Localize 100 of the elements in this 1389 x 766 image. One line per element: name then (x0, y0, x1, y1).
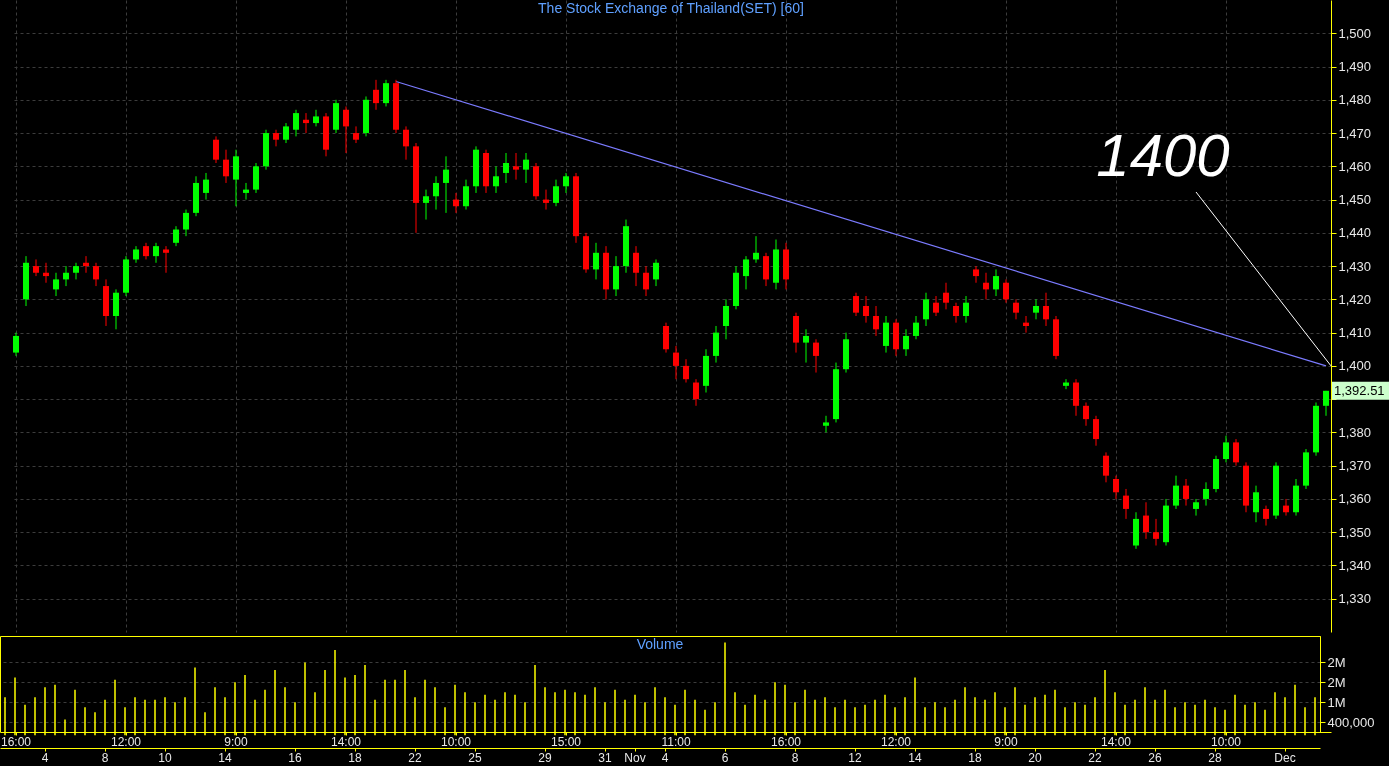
candlestick (13, 332, 19, 357)
candlestick (753, 235, 759, 264)
candlestick (383, 79, 389, 107)
candlestick (163, 245, 169, 274)
candlestick (203, 172, 209, 201)
x-tick-label: 22 (1088, 750, 1102, 765)
chart-title: The Stock Exchange of Thailand(SET) [60] (538, 0, 804, 16)
candlestick (273, 129, 279, 147)
candlestick (443, 155, 449, 214)
x-tick-label: 18 (968, 750, 982, 765)
candlestick (1043, 292, 1049, 327)
candlestick (33, 258, 39, 277)
candlestick (1173, 475, 1179, 510)
x-tick-label: 4 (41, 750, 49, 765)
x-tick-label: 15:00 (550, 734, 582, 749)
candlestick (283, 122, 289, 144)
x-tick-label: 10 (158, 750, 172, 765)
candlestick (153, 242, 159, 264)
candlestick (403, 125, 409, 161)
candlestick (113, 288, 119, 330)
candlestick (813, 338, 819, 374)
x-tick-label: 9:00 (224, 734, 248, 749)
y-tick-label: 2M (1327, 674, 1346, 690)
candlestick (613, 255, 619, 297)
candlestick (353, 125, 359, 144)
y-tick-label: 1,430 (1338, 258, 1372, 274)
candlestick (513, 152, 519, 181)
y-tick-label: 1,500 (1338, 25, 1372, 41)
candlestick (233, 149, 239, 207)
candlestick (373, 79, 379, 111)
candlestick (1233, 438, 1239, 467)
x-tick-label: 16 (288, 750, 302, 765)
candlestick (293, 109, 299, 137)
y-tick-label: 1,340 (1338, 557, 1372, 573)
candlestick (1083, 401, 1089, 427)
chart-title: Volume (636, 636, 684, 652)
y-tick-label: 1,450 (1338, 192, 1372, 208)
y-tick-label: 2M (1327, 654, 1346, 670)
candlestick (543, 189, 549, 211)
candlestick (643, 265, 649, 297)
x-tick-label: 16:00 (0, 734, 32, 749)
text: 1,392.51 (1334, 382, 1385, 398)
candlestick (1323, 390, 1329, 417)
candlestick (1063, 378, 1069, 390)
x-tick-label: 4 (661, 750, 669, 765)
candlestick (863, 295, 869, 324)
candlestick (453, 192, 459, 214)
x-tick-label: 22 (408, 750, 422, 765)
x-tick-label: 12:00 (110, 734, 142, 749)
candlestick (973, 265, 979, 284)
candlestick (713, 325, 719, 364)
candlestick (1223, 435, 1229, 463)
x-tick-label: 14 (908, 750, 922, 765)
x-tick-label: 14 (218, 750, 232, 765)
y-tick-label: 1,440 (1338, 225, 1372, 241)
y-tick-label: 1,360 (1338, 491, 1372, 507)
y-tick-label: 1,470 (1338, 125, 1372, 141)
x-tick-label: 16:00 (770, 734, 802, 749)
y-tick-label: 1,350 (1338, 524, 1372, 540)
candlestick (1103, 451, 1109, 483)
y-tick-label: 1,460 (1338, 158, 1372, 174)
y-tick-label: 1,370 (1338, 458, 1372, 474)
candlestick (903, 328, 909, 357)
x-tick-label: 10:00 (440, 734, 472, 749)
x-tick-label: 14:00 (1100, 734, 1132, 749)
candlestick (93, 262, 99, 287)
y-tick-label: 1,380 (1338, 424, 1372, 440)
candlestick (723, 298, 729, 340)
x-tick-label: 20 (1028, 750, 1042, 765)
candlestick (1153, 518, 1159, 547)
candlestick (803, 328, 809, 364)
y-tick-label: 400,000 (1327, 714, 1375, 730)
x-tick-label: 31 (598, 750, 612, 765)
candlestick (983, 272, 989, 300)
candlestick (633, 245, 639, 287)
candlestick (73, 262, 79, 280)
x-tick-label: Nov (624, 750, 646, 765)
candlestick (493, 165, 499, 194)
candlestick (423, 189, 429, 221)
candlestick (873, 305, 879, 337)
candlestick (1143, 501, 1149, 540)
x-tick-label: Dec (1274, 750, 1296, 765)
candlestick (43, 262, 49, 284)
candlestick (1023, 315, 1029, 334)
candlestick (993, 268, 999, 297)
candlestick (593, 242, 599, 280)
candlestick (183, 209, 189, 237)
candlestick (313, 109, 319, 127)
candlestick (923, 292, 929, 327)
x-tick-label: 8 (791, 750, 799, 765)
candlestick (913, 315, 919, 340)
x-tick-label: 9:00 (994, 734, 1018, 749)
x-tick-label: 26 (1148, 750, 1162, 765)
candlestick (223, 149, 229, 184)
x-tick-label: 18 (348, 750, 362, 765)
y-tick-label: 1,400 (1338, 358, 1372, 374)
x-tick-label: 29 (538, 750, 552, 765)
candlestick (173, 225, 179, 247)
candlestick (1013, 298, 1019, 320)
candlestick (53, 272, 59, 297)
